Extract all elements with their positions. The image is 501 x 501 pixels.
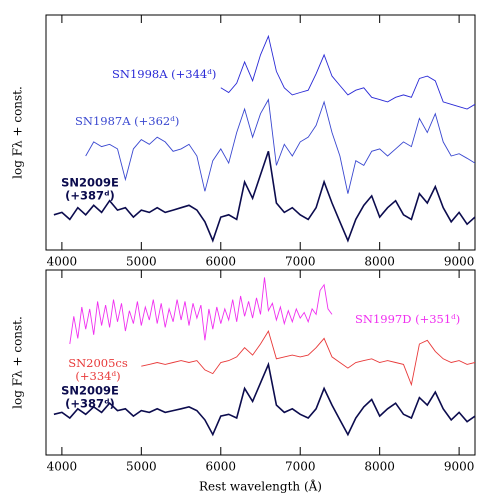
x-tick-label: 8000: [364, 255, 395, 269]
series-label: (+387ᵈ): [65, 397, 115, 411]
x-tick-label: 7000: [285, 255, 316, 269]
x-tick-label: 5000: [126, 460, 157, 474]
x-tick-label: 4000: [47, 460, 78, 474]
plot-area: [53, 34, 475, 243]
x-axis-label: Rest wavelength (Å): [199, 479, 322, 494]
y-axis-label: log Fλ + const.: [11, 316, 25, 409]
series-label: SN1998A (+344ᵈ): [112, 67, 216, 81]
x-tick-label: 8000: [364, 460, 395, 474]
series-label: SN2005cs: [68, 356, 128, 370]
x-tick-label: 4000: [47, 255, 78, 269]
series-label: (+387ᵈ): [65, 189, 115, 203]
series-label: SN2009E: [61, 384, 119, 398]
series-label: SN1987A (+362ᵈ): [75, 114, 179, 128]
spectrum-line: [141, 329, 475, 387]
x-tick-label: 9000: [444, 255, 475, 269]
spectrum-line: [69, 277, 333, 345]
plot-area: [53, 277, 475, 437]
spectrum-line: [220, 34, 475, 110]
series-label: SN2009E: [61, 176, 119, 190]
plot-frame: [45, 14, 476, 251]
x-tick-label: 7000: [285, 460, 316, 474]
x-tick-label: 6000: [206, 255, 237, 269]
x-tick-label: 9000: [444, 460, 475, 474]
spectrum-line: [85, 98, 475, 194]
spectrum-line: [53, 361, 475, 437]
series-label: (+334ᵈ): [75, 369, 120, 383]
series-label: SN1997D (+351ᵈ): [355, 312, 460, 326]
spectrum-line: [53, 151, 475, 243]
x-tick-label: 5000: [126, 255, 157, 269]
y-axis-label: log Fλ + const.: [11, 86, 25, 179]
x-tick-label: 6000: [206, 460, 237, 474]
